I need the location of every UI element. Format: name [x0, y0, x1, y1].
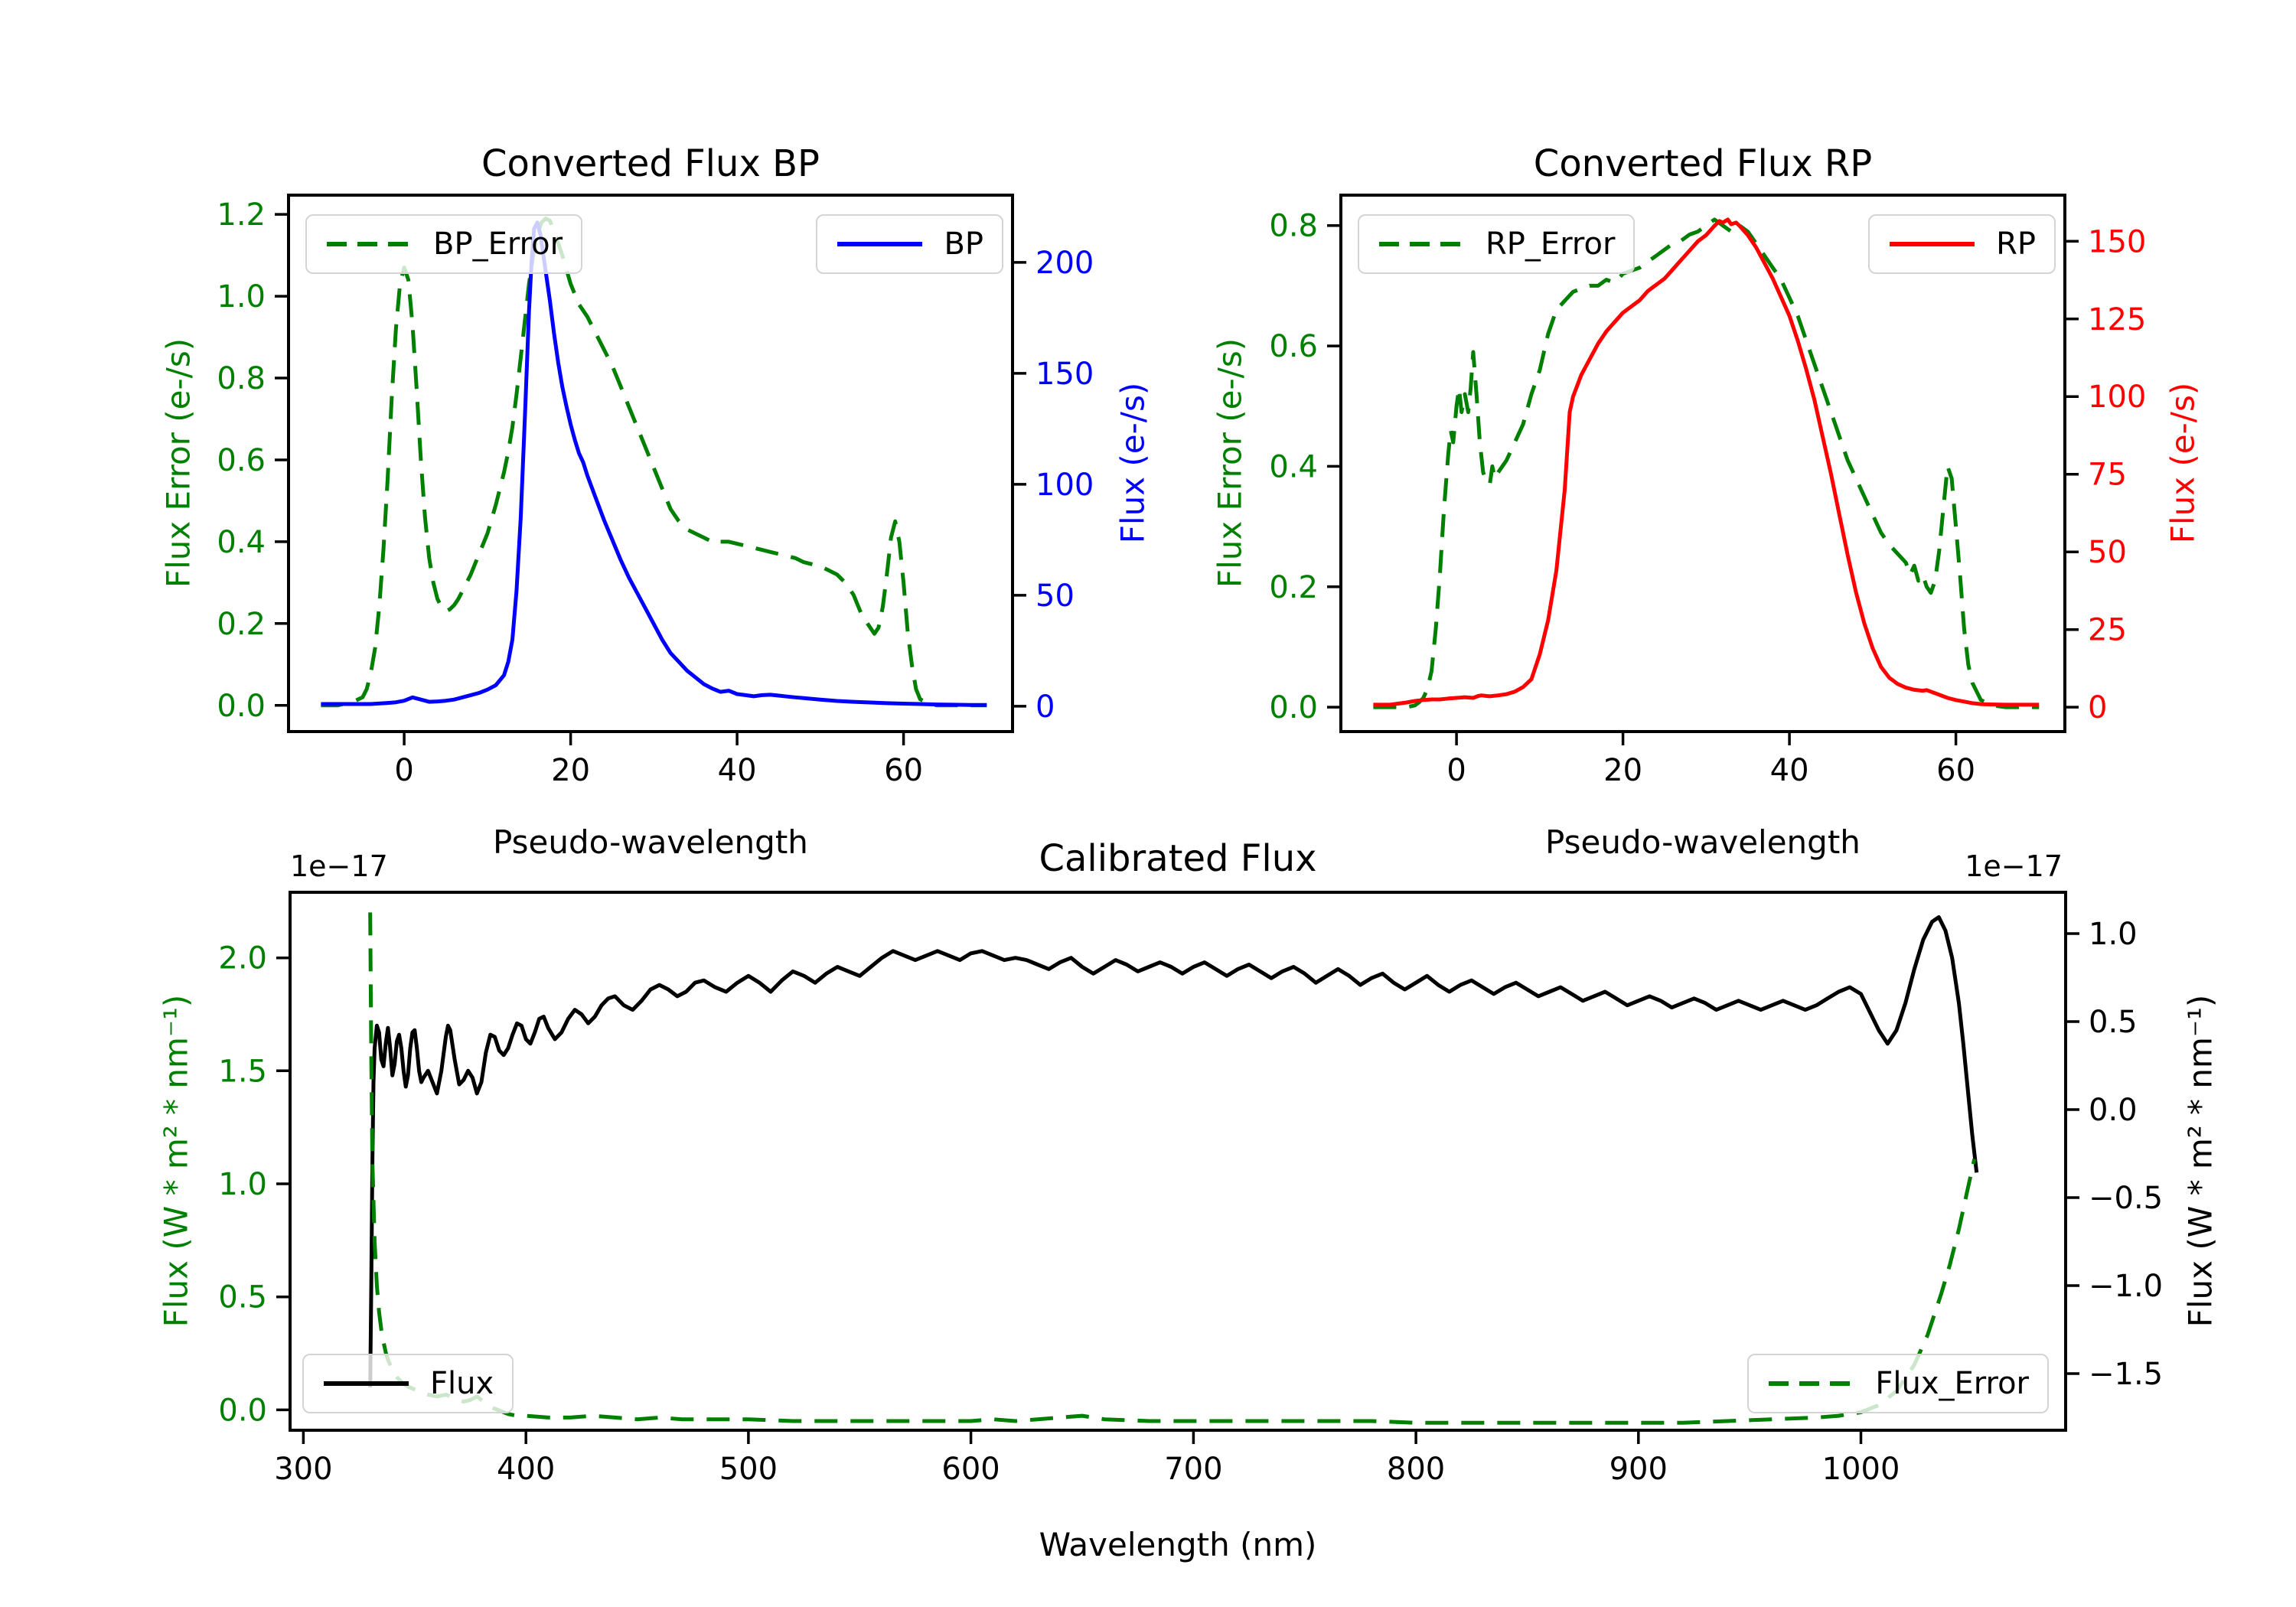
- left-axis-offset-text: 1e−17: [290, 849, 388, 883]
- svg-text:500: 500: [719, 1452, 778, 1487]
- svg-text:100: 100: [2088, 380, 2146, 415]
- svg-text:400: 400: [497, 1452, 555, 1487]
- svg-text:0.0: 0.0: [218, 1393, 267, 1428]
- right-axis-offset-text: 1e−17: [1965, 849, 2063, 883]
- legend-label: RP_Error: [1486, 227, 1616, 262]
- legend-rp: RP: [1868, 214, 2056, 274]
- chart-calibrated-title: Calibrated Flux: [1039, 837, 1317, 880]
- legend-flux-error: Flux_Error: [1747, 1354, 2049, 1413]
- legend-bp: BP: [816, 214, 1003, 274]
- svg-text:25: 25: [2088, 613, 2127, 648]
- svg-text:−1.0: −1.0: [2089, 1269, 2163, 1304]
- svg-text:0.5: 0.5: [218, 1280, 267, 1315]
- svg-text:1.0: 1.0: [218, 1167, 267, 1202]
- legend-rp-error: RP_Error: [1358, 214, 1636, 274]
- svg-text:75: 75: [2088, 458, 2127, 493]
- svg-text:1000: 1000: [1822, 1452, 1900, 1487]
- svg-text:1.0: 1.0: [2089, 917, 2138, 952]
- solid-line-icon: [1890, 242, 1975, 246]
- bp-xaxis-label: Pseudo-wavelength: [493, 823, 808, 861]
- svg-text:1.0: 1.0: [217, 279, 266, 315]
- svg-text:0: 0: [1035, 689, 1055, 725]
- svg-text:50: 50: [2088, 535, 2127, 570]
- svg-text:600: 600: [941, 1452, 1000, 1487]
- svg-text:0.0: 0.0: [1269, 690, 1318, 725]
- dashed-line-icon: [1769, 1381, 1854, 1386]
- svg-text:0: 0: [1446, 753, 1466, 788]
- rp-left-yaxis-label: Flux Error (e-/s): [1211, 337, 1249, 588]
- legend-label: BP: [944, 227, 983, 262]
- bp-left-yaxis-label: Flux Error (e-/s): [159, 337, 197, 588]
- dashed-line-icon: [1379, 242, 1464, 246]
- svg-text:300: 300: [274, 1452, 332, 1487]
- svg-text:900: 900: [1609, 1452, 1668, 1487]
- svg-text:0.8: 0.8: [1269, 209, 1318, 244]
- calibrated-xaxis-label: Wavelength (nm): [1039, 1526, 1317, 1563]
- svg-text:0.0: 0.0: [217, 689, 266, 724]
- dashed-line-icon: [327, 242, 412, 246]
- svg-text:−0.5: −0.5: [2089, 1181, 2163, 1216]
- legend-label: RP: [1996, 227, 2036, 262]
- svg-text:40: 40: [718, 753, 757, 788]
- solid-line-icon: [324, 1381, 409, 1386]
- chart-rp-title: Converted Flux RP: [1533, 142, 1873, 185]
- svg-text:200: 200: [1035, 246, 1094, 281]
- svg-text:40: 40: [1770, 753, 1809, 788]
- svg-text:800: 800: [1387, 1452, 1445, 1487]
- svg-text:150: 150: [2088, 224, 2146, 259]
- calibrated-right-yaxis-label: Flux (W * m² * nm⁻¹): [2181, 994, 2219, 1328]
- svg-text:0.2: 0.2: [217, 607, 266, 642]
- svg-text:700: 700: [1164, 1452, 1222, 1487]
- svg-text:0.2: 0.2: [1269, 570, 1318, 605]
- svg-text:0.5: 0.5: [2089, 1005, 2138, 1040]
- svg-text:0.6: 0.6: [1269, 329, 1318, 364]
- svg-text:0.8: 0.8: [217, 361, 266, 396]
- svg-text:0.6: 0.6: [217, 443, 266, 478]
- svg-text:20: 20: [1603, 753, 1642, 788]
- chart-bp-title: Converted Flux BP: [481, 142, 820, 185]
- rp-xaxis-label: Pseudo-wavelength: [1545, 823, 1861, 861]
- solid-line-icon: [837, 242, 923, 246]
- svg-text:60: 60: [1936, 753, 1975, 788]
- svg-text:1.2: 1.2: [217, 197, 266, 233]
- svg-text:0.4: 0.4: [217, 525, 266, 560]
- svg-text:0: 0: [394, 753, 413, 788]
- svg-text:0.0: 0.0: [2089, 1093, 2138, 1128]
- legend-bp-error: BP_Error: [305, 214, 583, 274]
- svg-text:2.0: 2.0: [218, 941, 267, 976]
- svg-text:100: 100: [1035, 468, 1094, 503]
- legend-flux: Flux: [302, 1354, 514, 1413]
- svg-text:50: 50: [1035, 579, 1075, 614]
- rp-right-yaxis-label: Flux (e-/s): [2164, 382, 2202, 544]
- svg-text:−1.5: −1.5: [2089, 1357, 2163, 1392]
- legend-label: Flux_Error: [1875, 1366, 2029, 1401]
- svg-text:125: 125: [2088, 302, 2146, 337]
- bp-right-yaxis-label: Flux (e-/s): [1114, 382, 1152, 544]
- legend-label: BP_Error: [433, 227, 563, 262]
- legend-label: Flux: [430, 1366, 494, 1401]
- svg-text:0.4: 0.4: [1269, 449, 1318, 484]
- svg-text:150: 150: [1035, 357, 1094, 392]
- svg-text:20: 20: [551, 753, 590, 788]
- calibrated-left-yaxis-label: Flux (W * m² * nm⁻¹): [157, 994, 195, 1328]
- svg-text:0: 0: [2088, 690, 2107, 725]
- svg-text:60: 60: [884, 753, 923, 788]
- svg-text:1.5: 1.5: [218, 1054, 267, 1089]
